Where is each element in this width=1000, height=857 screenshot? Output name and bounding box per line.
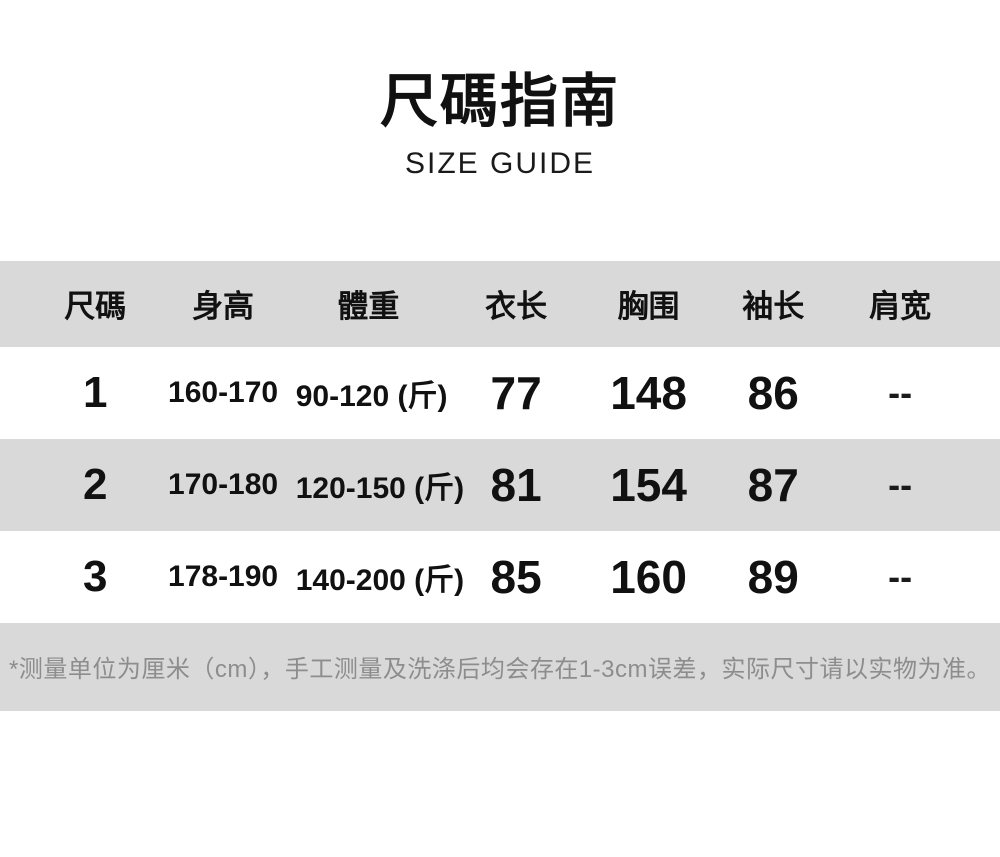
- size-table: 尺碼 身高 體重 衣长 胸围 袖长 肩宽 1 160-170 90-120 (斤…: [0, 260, 1000, 711]
- cell-sleeve-length: 89: [747, 550, 799, 603]
- column-header-bust: 胸围: [617, 289, 680, 325]
- column-header-sleeve-length: 袖长: [742, 289, 805, 325]
- cell-size: 1: [82, 367, 108, 417]
- cell-garment-length: 81: [490, 458, 542, 511]
- cell-bust: 160: [610, 550, 687, 603]
- column-header-height: 身高: [192, 289, 255, 325]
- column-header-garment-length: 衣长: [485, 289, 548, 325]
- cell-weight: 140-200 (斤): [295, 563, 465, 597]
- cell-garment-length: 85: [490, 550, 542, 603]
- cell-height: 170-180: [168, 467, 279, 501]
- page-subtitle: SIZE GUIDE: [404, 146, 596, 180]
- table-header-row: 尺碼 身高 體重 衣长 胸围 袖长 肩宽: [0, 260, 1000, 347]
- cell-height: 160-170: [168, 375, 279, 409]
- cell-sleeve-length: 86: [747, 366, 799, 419]
- measurement-note: *测量单位为厘米（cm），手工测量及洗涤后均会存在1-3cm误差，实际尺寸请以实…: [9, 656, 992, 684]
- cell-weight: 90-120 (斤): [295, 379, 448, 413]
- cell-size: 3: [82, 551, 108, 601]
- column-header-weight: 體重: [337, 289, 400, 325]
- measurement-note-band: *测量单位为厘米（cm），手工测量及洗涤后均会存在1-3cm误差，实际尺寸请以实…: [0, 622, 1000, 711]
- cell-bust: 154: [610, 458, 687, 511]
- title-block: 尺碼指南 SIZE GUIDE: [0, 0, 1000, 181]
- table-row-size-1: 1 160-170 90-120 (斤) 77 148 86 --: [0, 346, 1000, 439]
- cell-weight: 120-150 (斤): [295, 471, 465, 505]
- cell-shoulder-width: --: [888, 555, 913, 597]
- cell-shoulder-width: --: [888, 463, 913, 505]
- cell-bust: 148: [610, 366, 687, 419]
- cell-size: 2: [82, 459, 108, 509]
- cell-shoulder-width: --: [888, 371, 913, 413]
- column-header-shoulder-width: 肩宽: [869, 289, 932, 325]
- cell-height: 178-190: [168, 559, 279, 593]
- table-row-size-2: 2 170-180 120-150 (斤) 81 154 87 --: [0, 438, 1000, 531]
- cell-garment-length: 77: [490, 366, 542, 419]
- page-title: 尺碼指南: [379, 69, 620, 134]
- cell-sleeve-length: 87: [747, 458, 799, 511]
- table-row-size-3: 3 178-190 140-200 (斤) 85 160 89 --: [0, 530, 1000, 623]
- column-header-size: 尺碼: [64, 289, 127, 325]
